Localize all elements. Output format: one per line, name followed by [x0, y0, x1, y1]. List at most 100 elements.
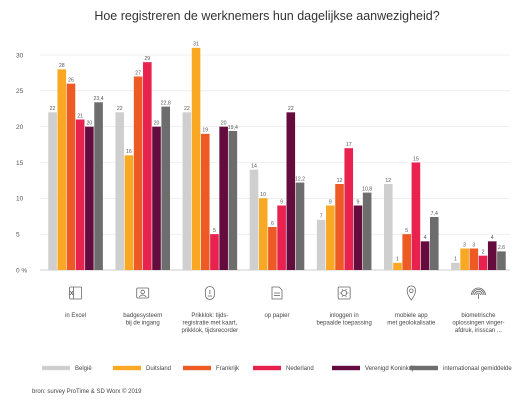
value-label: 27: [135, 70, 141, 76]
value-label: 17: [346, 142, 352, 148]
login-icon: [337, 286, 351, 300]
legend-swatch: [253, 365, 281, 371]
bar: [133, 76, 143, 270]
value-label: 22,8: [161, 100, 171, 106]
category-label: in Excel: [65, 313, 86, 319]
y-tick-label: 0 %: [16, 267, 27, 274]
bar: [460, 248, 469, 270]
value-label: 10: [260, 192, 266, 198]
bar: [66, 83, 76, 271]
legend-label: internationaal gemiddelde: [443, 366, 512, 372]
value-label: 19,4: [228, 125, 238, 131]
bar: [48, 112, 57, 270]
bars: [48, 47, 506, 271]
y-tick-label: 5: [16, 231, 20, 238]
y-tick-label: 30: [16, 52, 24, 59]
value-label: 3: [463, 242, 466, 248]
bar: [152, 126, 161, 271]
legend-entry: internationaal gemiddelde: [410, 365, 512, 372]
value-label: 2: [482, 249, 485, 255]
time-clock-icon: [204, 286, 215, 300]
category-label: inloggen in bepaalde toepassing: [316, 313, 371, 327]
legend-swatch: [183, 365, 211, 371]
value-label: 6: [271, 221, 274, 227]
value-label: 2,6: [498, 245, 505, 251]
legend-label: Verenigd Koninkrijk: [365, 366, 417, 372]
value-label: 20: [154, 120, 160, 126]
value-label: 7,4: [431, 211, 438, 217]
value-label: 3: [472, 242, 475, 248]
value-label: 29: [144, 56, 150, 62]
value-label: 22: [50, 106, 56, 112]
legend-entry: Verenigd Koninkrijk: [332, 365, 417, 372]
value-label: 4: [491, 235, 494, 241]
legend-entry: Frankrijk: [183, 365, 240, 372]
category-icons: X: [69, 285, 486, 301]
bar: [344, 148, 354, 270]
location-pin-icon: [406, 285, 416, 301]
bar: [316, 219, 326, 270]
value-label: 7: [320, 214, 323, 220]
bar: [85, 126, 94, 271]
bar: [429, 216, 439, 270]
bar: [335, 184, 344, 270]
category-label: Prikklok: tijds-registratie met kaart, pr…: [182, 313, 239, 334]
fingerprint-icon: [471, 287, 486, 299]
bar: [258, 198, 268, 270]
value-label: 22: [288, 106, 294, 112]
value-label: 12: [385, 178, 391, 184]
value-label: 10,8: [362, 186, 372, 192]
bar: [478, 255, 488, 270]
bar: [249, 169, 259, 270]
y-axis: 0 % 5 10 15 20 25 30: [16, 52, 27, 274]
legend-label: Nederland: [286, 366, 314, 372]
y-tick-label: 15: [16, 160, 24, 167]
bar: [420, 241, 430, 270]
bar: [75, 119, 85, 270]
svg-text:X: X: [70, 291, 74, 297]
bar: [411, 162, 421, 270]
bar: [451, 262, 460, 270]
value-label: 1: [396, 257, 399, 263]
value-label: 5: [213, 228, 216, 234]
source-note: bron: survey ProTime & SD Worx © 2019: [32, 388, 142, 395]
value-label: 12: [337, 178, 343, 184]
value-label: 31: [193, 42, 199, 48]
legend-label: Duitsland: [146, 366, 171, 372]
y-tick-label: 20: [16, 124, 24, 131]
excel-icon: X: [69, 286, 82, 300]
bar: [362, 192, 372, 270]
category-label: biometrische oplossingen vinger-afdruk, i…: [452, 313, 504, 334]
category-label: mobiele app met geolokalisatie: [387, 313, 436, 327]
bar: [219, 126, 228, 271]
bar: [402, 234, 411, 270]
bar: [200, 133, 210, 270]
category-labels: in Excel badgesysteem bij de ingang Prikklo…: [65, 313, 504, 334]
bar: [469, 248, 479, 270]
bar: [383, 184, 393, 270]
bar: [487, 241, 497, 270]
legend-label: België: [75, 366, 92, 372]
bar: [353, 205, 363, 270]
paper-icon: [271, 286, 283, 300]
legend-entry: Nederland: [253, 365, 314, 372]
legend: België Duitsland Frankrijk Nederland Verenig…: [42, 365, 512, 372]
value-label: 1: [454, 257, 457, 263]
value-label: 9: [356, 199, 359, 205]
legend-swatch: [42, 365, 70, 371]
legend-swatch: [332, 365, 360, 371]
bar: [143, 62, 152, 270]
value-label: 12,2: [295, 176, 305, 182]
value-label: 22: [184, 106, 190, 112]
legend-swatch: [410, 365, 438, 371]
bar: [94, 102, 103, 270]
legend-entry: België: [42, 365, 92, 372]
bar: [277, 205, 286, 270]
value-label: 15: [413, 156, 419, 162]
value-label: 9: [280, 199, 283, 205]
value-label: 21: [77, 113, 83, 119]
value-label: 14: [251, 163, 257, 169]
bar: [115, 112, 125, 270]
legend-entry: Duitsland: [113, 365, 171, 372]
